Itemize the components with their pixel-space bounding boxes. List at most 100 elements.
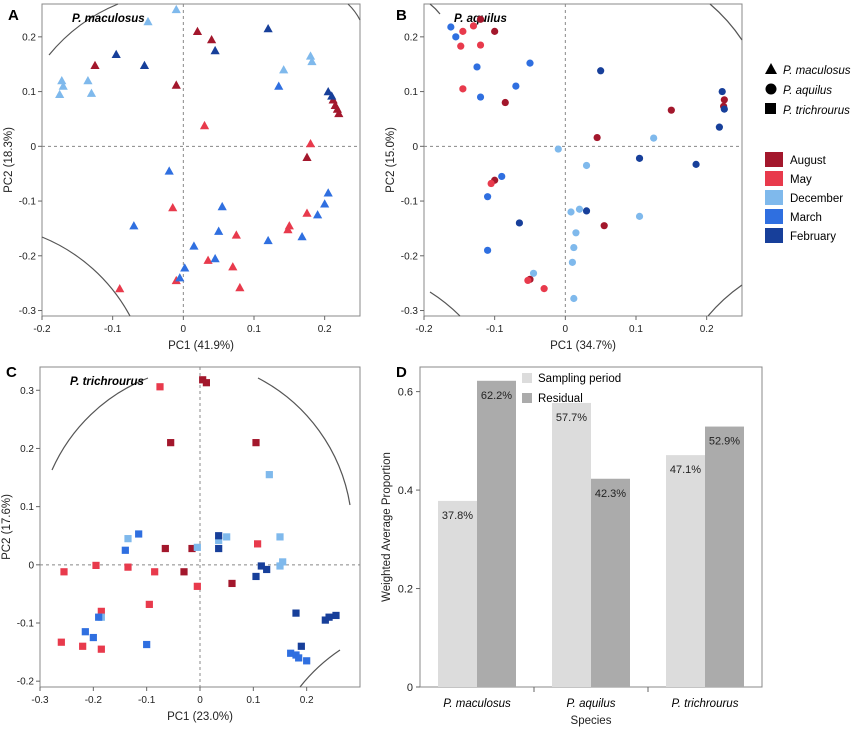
y-axis-label: Weighted Average Proportion: [381, 452, 393, 602]
data-point: [332, 611, 340, 620]
data-point: [228, 262, 238, 271]
data-point: [498, 172, 506, 181]
data-point: [83, 76, 93, 85]
data-point: [90, 60, 100, 69]
data-point: [476, 93, 485, 101]
data-point: [189, 241, 199, 250]
data-point: [223, 533, 231, 541]
correlation-circle-arc: [48, 3, 119, 56]
data-point: [79, 642, 87, 650]
data-point: [582, 161, 591, 170]
data-point: [307, 56, 317, 66]
data-point: [214, 226, 224, 235]
y-tick-label: 0.2: [20, 444, 34, 455]
y-tick-label: 0.1: [20, 502, 34, 513]
data-point: [279, 65, 289, 74]
legend-month-swatch: [765, 152, 783, 167]
data-point: [303, 657, 311, 665]
data-point: [257, 562, 265, 570]
data-point: [526, 59, 534, 67]
data-point: [188, 544, 196, 553]
bar-residual: [477, 380, 516, 687]
data-point: [320, 199, 330, 208]
data-point: [199, 376, 207, 384]
y-tick-label: -0.3: [401, 306, 419, 317]
data-point: [161, 544, 169, 553]
data-point: [635, 212, 644, 220]
bar-value-label: 57.7%: [556, 412, 587, 424]
y-axis-label: PC2 (17.6%): [1, 494, 13, 560]
data-point: [193, 543, 201, 551]
panel-a: -0.2 -0.1 0 0.1 0.2 -0.3 -0.2 -0.1 0 0.1 0.2 PC1 (4…: [3, 3, 361, 352]
data-point: [55, 89, 65, 98]
bar-value-label: 62.2%: [481, 390, 512, 402]
data-point: [321, 616, 329, 624]
x-tick-label: 0.2: [300, 695, 314, 706]
data-point: [252, 572, 260, 581]
correlation-circle-arc: [257, 377, 351, 506]
legend-month-label: February: [790, 231, 836, 243]
panel-d: 0 0.2 0.4 0.6 37.8% 62.2% P. maculosus 57.7% 42.…: [381, 366, 763, 727]
data-point: [540, 285, 548, 293]
correlation-circle-arc: [41, 236, 131, 317]
legend-marker-square: [765, 103, 776, 114]
data-point: [570, 243, 578, 252]
data-point: [572, 229, 580, 237]
legend-species-label: P. maculosus: [783, 65, 851, 77]
data-point: [491, 27, 499, 35]
y-tick-label: 0.6: [398, 387, 413, 399]
data-point: [207, 34, 217, 44]
y-tick-label: 0.4: [398, 485, 413, 497]
panel-title: P. trichrourus: [70, 376, 144, 388]
data-point: [124, 535, 132, 543]
data-point: [600, 222, 608, 230]
data-point: [567, 208, 575, 216]
data-point: [484, 193, 492, 201]
data-point: [327, 91, 337, 100]
panel-c: -0.3 -0.2 -0.1 0 0.1 0.2 -0.2 -0.1 0 0.1 0.2 0.3 PC1…: [1, 366, 361, 723]
x-tick-label: 0.2: [700, 324, 714, 335]
data-point: [231, 230, 241, 239]
data-point: [570, 294, 578, 303]
data-point: [593, 133, 601, 142]
data-point: [512, 82, 520, 90]
data-point: [302, 152, 312, 161]
legend-marker-triangle: [765, 63, 777, 74]
data-point: [202, 379, 210, 387]
data-point: [164, 166, 174, 175]
data-point: [484, 246, 492, 254]
data-point: [515, 219, 524, 227]
data-point: [180, 568, 188, 576]
data-point: [459, 85, 467, 93]
y-tick-label: -0.2: [17, 677, 35, 688]
x-tick-label: -0.3: [31, 695, 49, 706]
bar-value-label: 42.3%: [595, 488, 626, 500]
data-point: [295, 654, 303, 662]
legend-label: Residual: [538, 393, 583, 405]
correlation-circle-arc: [299, 649, 341, 688]
data-point: [145, 600, 153, 608]
y-tick-label: 0.2: [398, 584, 413, 596]
y-tick-label: 0.2: [22, 32, 36, 43]
data-point: [124, 563, 132, 571]
data-point: [171, 80, 181, 89]
data-point: [58, 81, 68, 90]
data-point: [323, 188, 333, 197]
x-tick-label: -0.2: [85, 695, 103, 706]
data-point: [193, 582, 201, 590]
x-tick-label: -0.1: [486, 324, 504, 335]
data-point: [115, 284, 125, 293]
data-point: [228, 579, 236, 588]
x-axis-label: PC1 (23.0%): [167, 711, 233, 723]
data-point: [501, 98, 509, 107]
data-point: [215, 532, 223, 540]
x-tick-label: 0.1: [246, 695, 260, 706]
data-point: [263, 565, 271, 574]
data-point: [447, 23, 455, 31]
x-tick-label: 0: [197, 695, 203, 706]
data-point: [217, 201, 227, 211]
correlation-circle-arc: [429, 3, 441, 15]
y-tick-label: 0: [412, 142, 418, 153]
data-point: [554, 145, 562, 153]
data-point: [175, 273, 185, 282]
